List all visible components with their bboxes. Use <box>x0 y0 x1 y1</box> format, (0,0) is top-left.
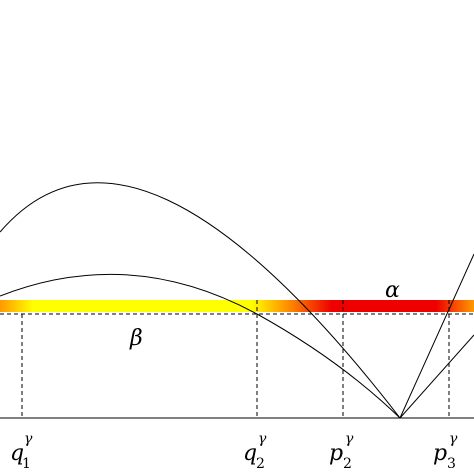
rising-line-steep <box>399 253 474 419</box>
rising-line-shallow <box>399 334 474 419</box>
svg-text:q: q <box>243 441 257 466</box>
svg-text:q: q <box>10 441 24 466</box>
label-q2: q 2 γ <box>243 431 267 472</box>
upper-arc <box>0 182 401 419</box>
color-band <box>0 300 474 312</box>
svg-text:1: 1 <box>22 456 31 472</box>
label-p2: p 2 γ <box>329 431 354 472</box>
alpha-label: α <box>385 278 400 303</box>
svg-text:p: p <box>329 441 343 466</box>
label-q1: q 1 γ <box>10 431 33 472</box>
svg-text:γ: γ <box>345 431 354 447</box>
svg-text:γ: γ <box>258 431 267 447</box>
svg-text:γ: γ <box>449 431 458 447</box>
beta-label: β <box>129 326 143 351</box>
svg-text:2: 2 <box>343 456 352 472</box>
svg-text:p: p <box>433 441 447 466</box>
svg-text:3: 3 <box>447 456 456 472</box>
label-p3: p 3 γ <box>433 431 458 472</box>
svg-text:γ: γ <box>24 431 33 447</box>
svg-text:2: 2 <box>256 456 265 472</box>
lower-arc <box>0 273 401 419</box>
